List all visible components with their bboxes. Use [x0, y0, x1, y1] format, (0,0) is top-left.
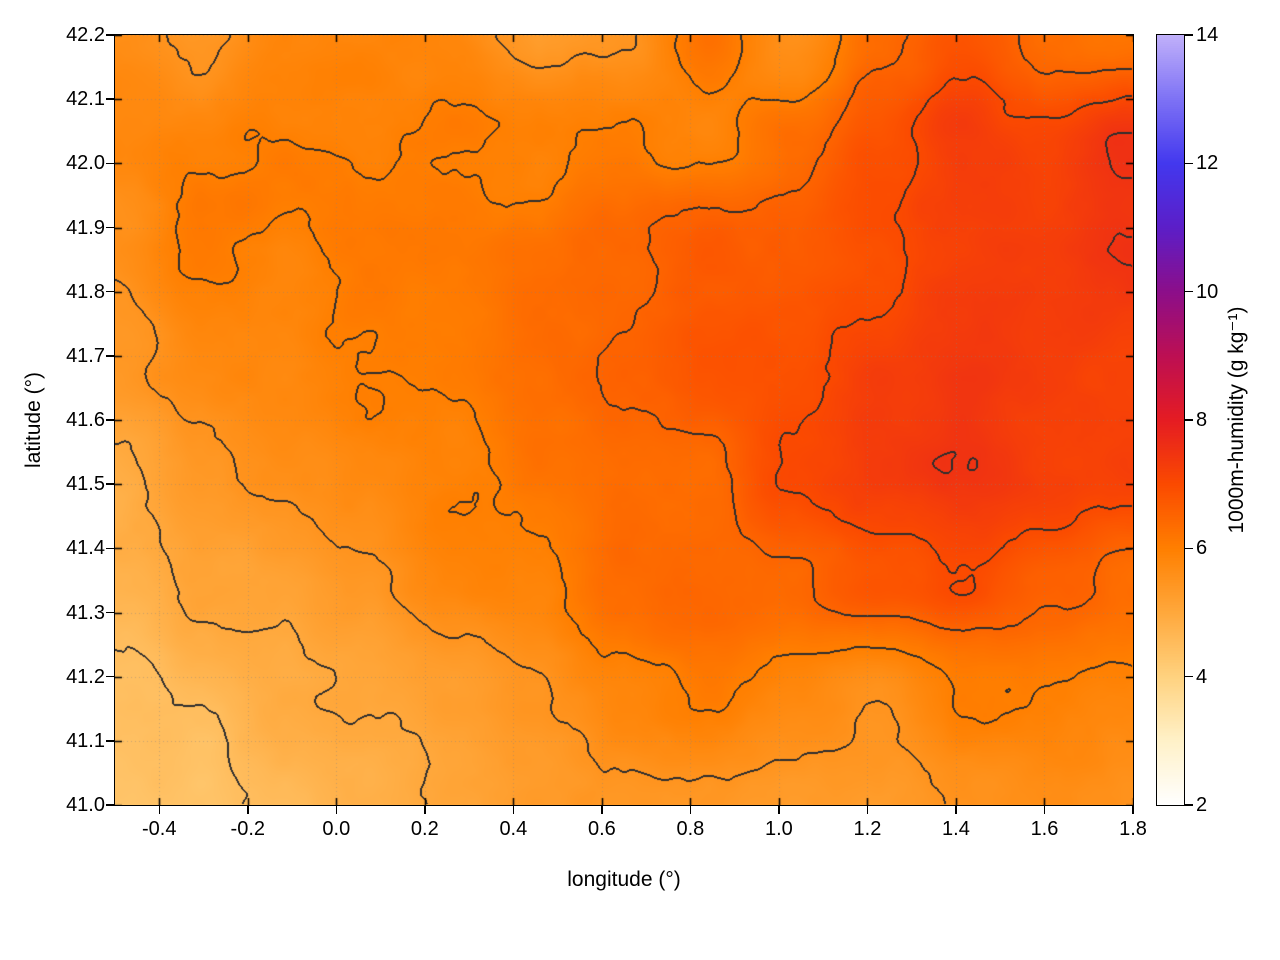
y-tick-label: 42.0: [66, 152, 105, 175]
heatmap-canvas: [115, 35, 1133, 805]
y-tick-mark: [106, 804, 114, 806]
y-tick-label: 41.0: [66, 794, 105, 816]
x-tick-mark: [1043, 806, 1046, 814]
colorbar-tick-mark: [1185, 804, 1193, 806]
x-tick-label: -0.4: [142, 818, 177, 840]
x-tick-mark: [778, 806, 780, 814]
x-tick-mark: [158, 806, 160, 814]
x-tick-label: -0.2: [230, 818, 266, 840]
colorbar-tick-mark: [1185, 34, 1193, 36]
x-tick-mark: [335, 806, 338, 814]
plot-area: [114, 34, 1134, 806]
colorbar-tick-label: 2: [1196, 794, 1208, 816]
y-tick-mark: [106, 740, 114, 742]
y-tick-mark: [106, 483, 114, 485]
y-tick-mark: [106, 419, 114, 421]
y-tick-mark: [106, 290, 114, 293]
y-tick-label: 41.1: [66, 729, 105, 752]
x-tick-label: 1.4: [942, 818, 970, 840]
colorbar-tick-mark: [1185, 675, 1193, 678]
x-tick-mark: [955, 806, 957, 814]
colorbar-axis-label: 1000m-humidity (g kg⁻¹): [1225, 306, 1248, 534]
colorbar-tick-label: 14: [1196, 24, 1219, 46]
x-tick-label: 1.2: [853, 818, 882, 840]
x-tick-mark: [866, 806, 869, 814]
x-tick-label: 1.0: [765, 818, 793, 840]
y-tick-mark: [106, 162, 114, 165]
x-tick-label: 0.6: [587, 818, 616, 840]
x-tick-label: 0.4: [499, 818, 528, 840]
y-tick-mark: [106, 355, 114, 357]
x-tick-mark: [689, 806, 692, 814]
x-axis-label: longitude (°): [567, 868, 681, 891]
y-tick-mark: [106, 98, 114, 100]
y-axis-label: latitude (°): [22, 372, 45, 468]
x-tick-label: 0.8: [676, 818, 705, 840]
colorbar-tick-mark: [1185, 419, 1193, 421]
colorbar-tick-label: 12: [1196, 152, 1219, 175]
colorbar-tick-mark: [1185, 162, 1193, 165]
x-tick-label: 1.8: [1119, 818, 1147, 840]
y-tick-mark: [106, 675, 114, 678]
colorbar: [1156, 34, 1185, 806]
x-tick-mark: [512, 806, 515, 814]
colorbar-gradient: [1157, 35, 1184, 805]
x-tick-mark: [601, 806, 603, 814]
x-tick-label: 0.2: [410, 818, 439, 840]
y-tick-label: 41.2: [66, 665, 105, 688]
y-tick-mark: [106, 34, 114, 36]
x-tick-mark: [1132, 806, 1134, 814]
y-tick-mark: [106, 547, 114, 550]
x-tick-mark: [247, 806, 249, 814]
colorbar-tick-mark: [1185, 290, 1193, 293]
x-tick-mark: [424, 806, 426, 814]
y-tick-label: 42.2: [66, 24, 105, 46]
colorbar-tick-label: 4: [1196, 665, 1208, 688]
x-tick-label: 0.0: [322, 818, 351, 840]
y-tick-label: 42.1: [66, 88, 105, 111]
y-tick-mark: [106, 226, 114, 229]
colorbar-tick-mark: [1185, 547, 1193, 550]
x-tick-label: 1.6: [1030, 818, 1059, 840]
y-tick-mark: [106, 611, 114, 614]
